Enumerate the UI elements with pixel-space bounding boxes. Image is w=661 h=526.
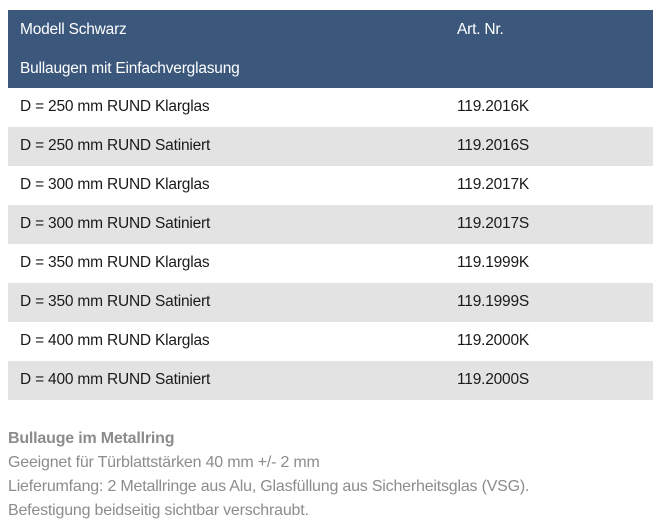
table-row: D = 350 mm RUND Satiniert 119.1999S	[8, 283, 653, 322]
row-art-nr: 119.2000S	[457, 371, 530, 388]
header-subtitle: Bullaugen mit Einfachverglasung	[20, 60, 240, 77]
row-art-nr: 119.2016K	[457, 98, 530, 115]
row-description: D = 250 mm RUND Klarglas	[20, 98, 210, 115]
table-header: Modell Schwarz Art. Nr. Bullaugen mit Ei…	[8, 10, 653, 88]
product-table: Modell Schwarz Art. Nr. Bullaugen mit Ei…	[8, 10, 653, 400]
table-row: D = 300 mm RUND Satiniert 119.2017S	[8, 205, 653, 244]
header-model: Modell Schwarz	[20, 21, 127, 38]
row-art-nr: 119.2017K	[457, 176, 530, 193]
table-row: D = 250 mm RUND Satiniert 119.2016S	[8, 127, 653, 166]
row-description: D = 400 mm RUND Satiniert	[20, 371, 211, 388]
product-notes: Bullauge im Metallring Geeignet für Türb…	[8, 427, 653, 523]
row-art-nr: 119.2017S	[457, 215, 530, 232]
table-row: D = 350 mm RUND Klarglas 119.1999K	[8, 244, 653, 283]
row-description: D = 350 mm RUND Satiniert	[20, 293, 211, 310]
table-row: D = 400 mm RUND Klarglas 119.2000K	[8, 322, 653, 361]
notes-line-thickness: Geeignet für Türblattstärken 40 mm +/- 2…	[8, 454, 320, 471]
row-art-nr: 119.1999K	[457, 254, 530, 271]
row-description: D = 250 mm RUND Satiniert	[20, 137, 211, 154]
row-art-nr: 119.2000K	[457, 332, 530, 349]
row-art-nr: 119.2016S	[457, 137, 530, 154]
notes-line-mounting: Befestigung beidseitig sichtbar verschra…	[8, 502, 309, 519]
notes-line-delivery: Lieferumfang: 2 Metallringe aus Alu, Gla…	[8, 478, 530, 495]
row-art-nr: 119.1999S	[457, 293, 530, 310]
notes-title: Bullauge im Metallring	[8, 430, 175, 447]
row-description: D = 350 mm RUND Klarglas	[20, 254, 210, 271]
header-art-nr: Art. Nr.	[457, 21, 504, 38]
row-description: D = 300 mm RUND Satiniert	[20, 215, 211, 232]
table-row: D = 250 mm RUND Klarglas 119.2016K	[8, 88, 653, 127]
row-description: D = 300 mm RUND Klarglas	[20, 176, 210, 193]
row-description: D = 400 mm RUND Klarglas	[20, 332, 210, 349]
table-row: D = 300 mm RUND Klarglas 119.2017K	[8, 166, 653, 205]
table-row: D = 400 mm RUND Satiniert 119.2000S	[8, 361, 653, 400]
